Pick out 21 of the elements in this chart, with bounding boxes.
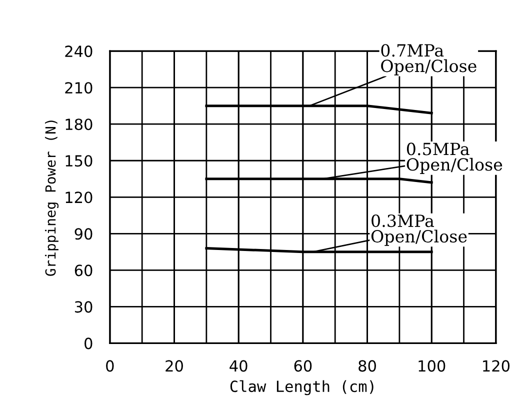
y-tick-label: 60 [74, 264, 92, 276]
x-tick-label: 80 [358, 360, 376, 372]
annotation: 0.5MPa Open/Close [406, 142, 502, 174]
x-axis-title: Claw Length (cm) [230, 380, 374, 396]
y-tick-label: 150 [66, 155, 92, 167]
y-tick-label: 180 [66, 118, 92, 130]
y-tick-label: 0 [84, 338, 92, 350]
y-tick-label: 90 [74, 228, 92, 240]
y-tick-label: 120 [66, 192, 92, 204]
x-tick-label: 0 [106, 360, 114, 372]
x-tick-label: 120 [483, 360, 510, 372]
x-tick-label: 60 [294, 360, 312, 372]
y-axis-title: Grippineg Power (N) [44, 120, 59, 276]
annotation: 0.7MPa Open/Close [381, 44, 476, 76]
annotation: 0.3MPa Open/Close [371, 214, 467, 246]
y-tick-label: 30 [74, 301, 92, 313]
y-tick-label: 210 [65, 82, 92, 94]
y-tick-label: 240 [65, 46, 92, 58]
x-tick-label: 40 [230, 360, 248, 372]
x-tick-label: 100 [418, 360, 446, 372]
x-tick-label: 20 [166, 360, 183, 372]
